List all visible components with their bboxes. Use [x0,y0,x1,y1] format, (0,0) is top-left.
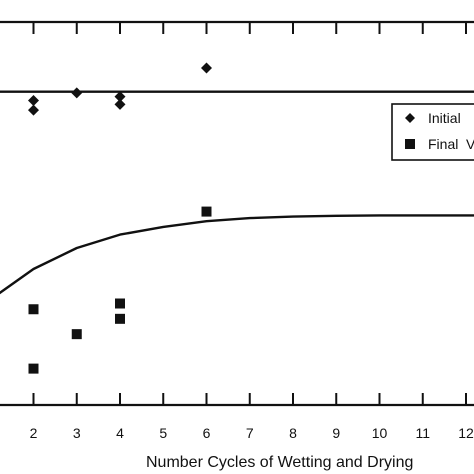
point-final-1 [28,363,39,374]
trend-curve-1 [0,214,474,295]
point-final-2 [71,329,82,340]
point-initial-2 [71,87,83,99]
legend: Initial Final V [391,103,474,161]
point-final-4 [115,313,125,324]
legend-marker-final [405,139,415,149]
point-initial-3 [114,91,126,103]
x-tick-label-5: 5 [159,425,167,441]
legend-marker-initial [405,113,415,123]
point-final-0 [28,304,39,315]
x-tick-label-4: 4 [116,425,124,441]
x-tick-label-6: 6 [203,425,211,441]
point-final-5 [201,206,212,217]
point-initial-1 [28,104,39,116]
x-tick-label-9: 9 [332,425,340,441]
legend-label-final: Final [428,136,458,152]
legend-label-initial: Initial [428,110,461,126]
legend-box [391,103,474,161]
x-axis-ticks: 2 3 4 5 6 7 8 9 10 11 12 [30,22,474,441]
point-initial-4 [114,98,126,110]
point-initial-0 [28,95,39,107]
point-initial-5 [201,62,212,74]
point-final-3 [115,298,125,309]
x-tick-label-11: 11 [415,425,430,441]
x-tick-label-7: 7 [246,425,254,441]
x-axis-title: Number Cycles of Wetting and Drying [146,454,413,471]
x-tick-label-8: 8 [289,425,297,441]
legend-label-final-cut: V [466,136,474,152]
x-tick-label-12: 12 [458,425,474,441]
x-tick-label-2: 2 [30,425,38,441]
x-tick-label-3: 3 [73,425,81,441]
plot-frame [0,20,474,407]
x-tick-label-10: 10 [372,425,388,441]
points-layer [28,62,212,374]
